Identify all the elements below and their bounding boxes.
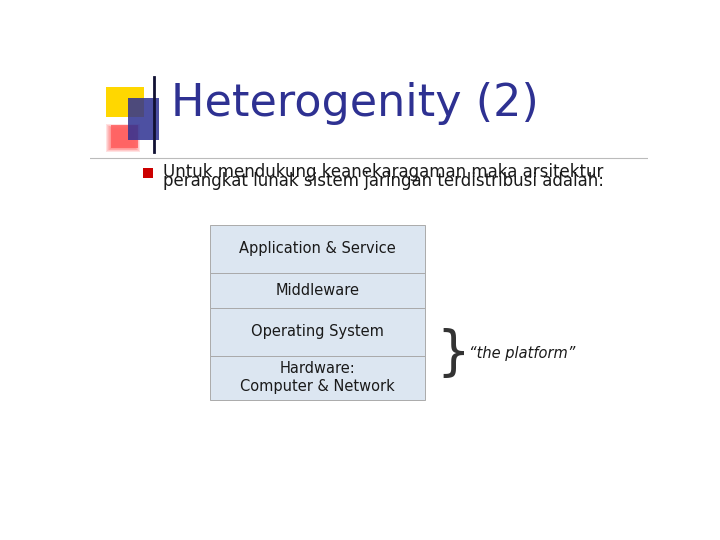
FancyBboxPatch shape — [112, 129, 133, 147]
FancyBboxPatch shape — [114, 130, 132, 146]
FancyBboxPatch shape — [111, 128, 135, 148]
FancyBboxPatch shape — [210, 273, 425, 308]
Text: Hardware:
Computer & Network: Hardware: Computer & Network — [240, 361, 395, 394]
Text: }: } — [436, 328, 469, 380]
FancyBboxPatch shape — [210, 225, 425, 273]
FancyBboxPatch shape — [106, 124, 140, 152]
Text: Operating System: Operating System — [251, 325, 384, 340]
FancyBboxPatch shape — [106, 87, 143, 117]
FancyBboxPatch shape — [128, 98, 158, 140]
FancyBboxPatch shape — [109, 126, 137, 150]
Text: Untuk mendukung keanekaragaman maka arsitektur: Untuk mendukung keanekaragaman maka arsi… — [163, 163, 603, 181]
FancyBboxPatch shape — [110, 127, 136, 149]
FancyBboxPatch shape — [111, 125, 138, 148]
FancyBboxPatch shape — [143, 168, 153, 178]
Text: Middleware: Middleware — [275, 283, 359, 298]
Text: Heterogenity (2): Heterogenity (2) — [171, 83, 539, 125]
FancyBboxPatch shape — [107, 125, 139, 151]
Text: “the platform”: “the platform” — [469, 346, 576, 361]
FancyBboxPatch shape — [210, 356, 425, 400]
Text: Application & Service: Application & Service — [239, 241, 396, 256]
FancyBboxPatch shape — [108, 125, 138, 151]
Text: perangkat lunak sistem jaringan terdistribusi adalah:: perangkat lunak sistem jaringan terdistr… — [163, 172, 603, 190]
FancyBboxPatch shape — [210, 308, 425, 356]
